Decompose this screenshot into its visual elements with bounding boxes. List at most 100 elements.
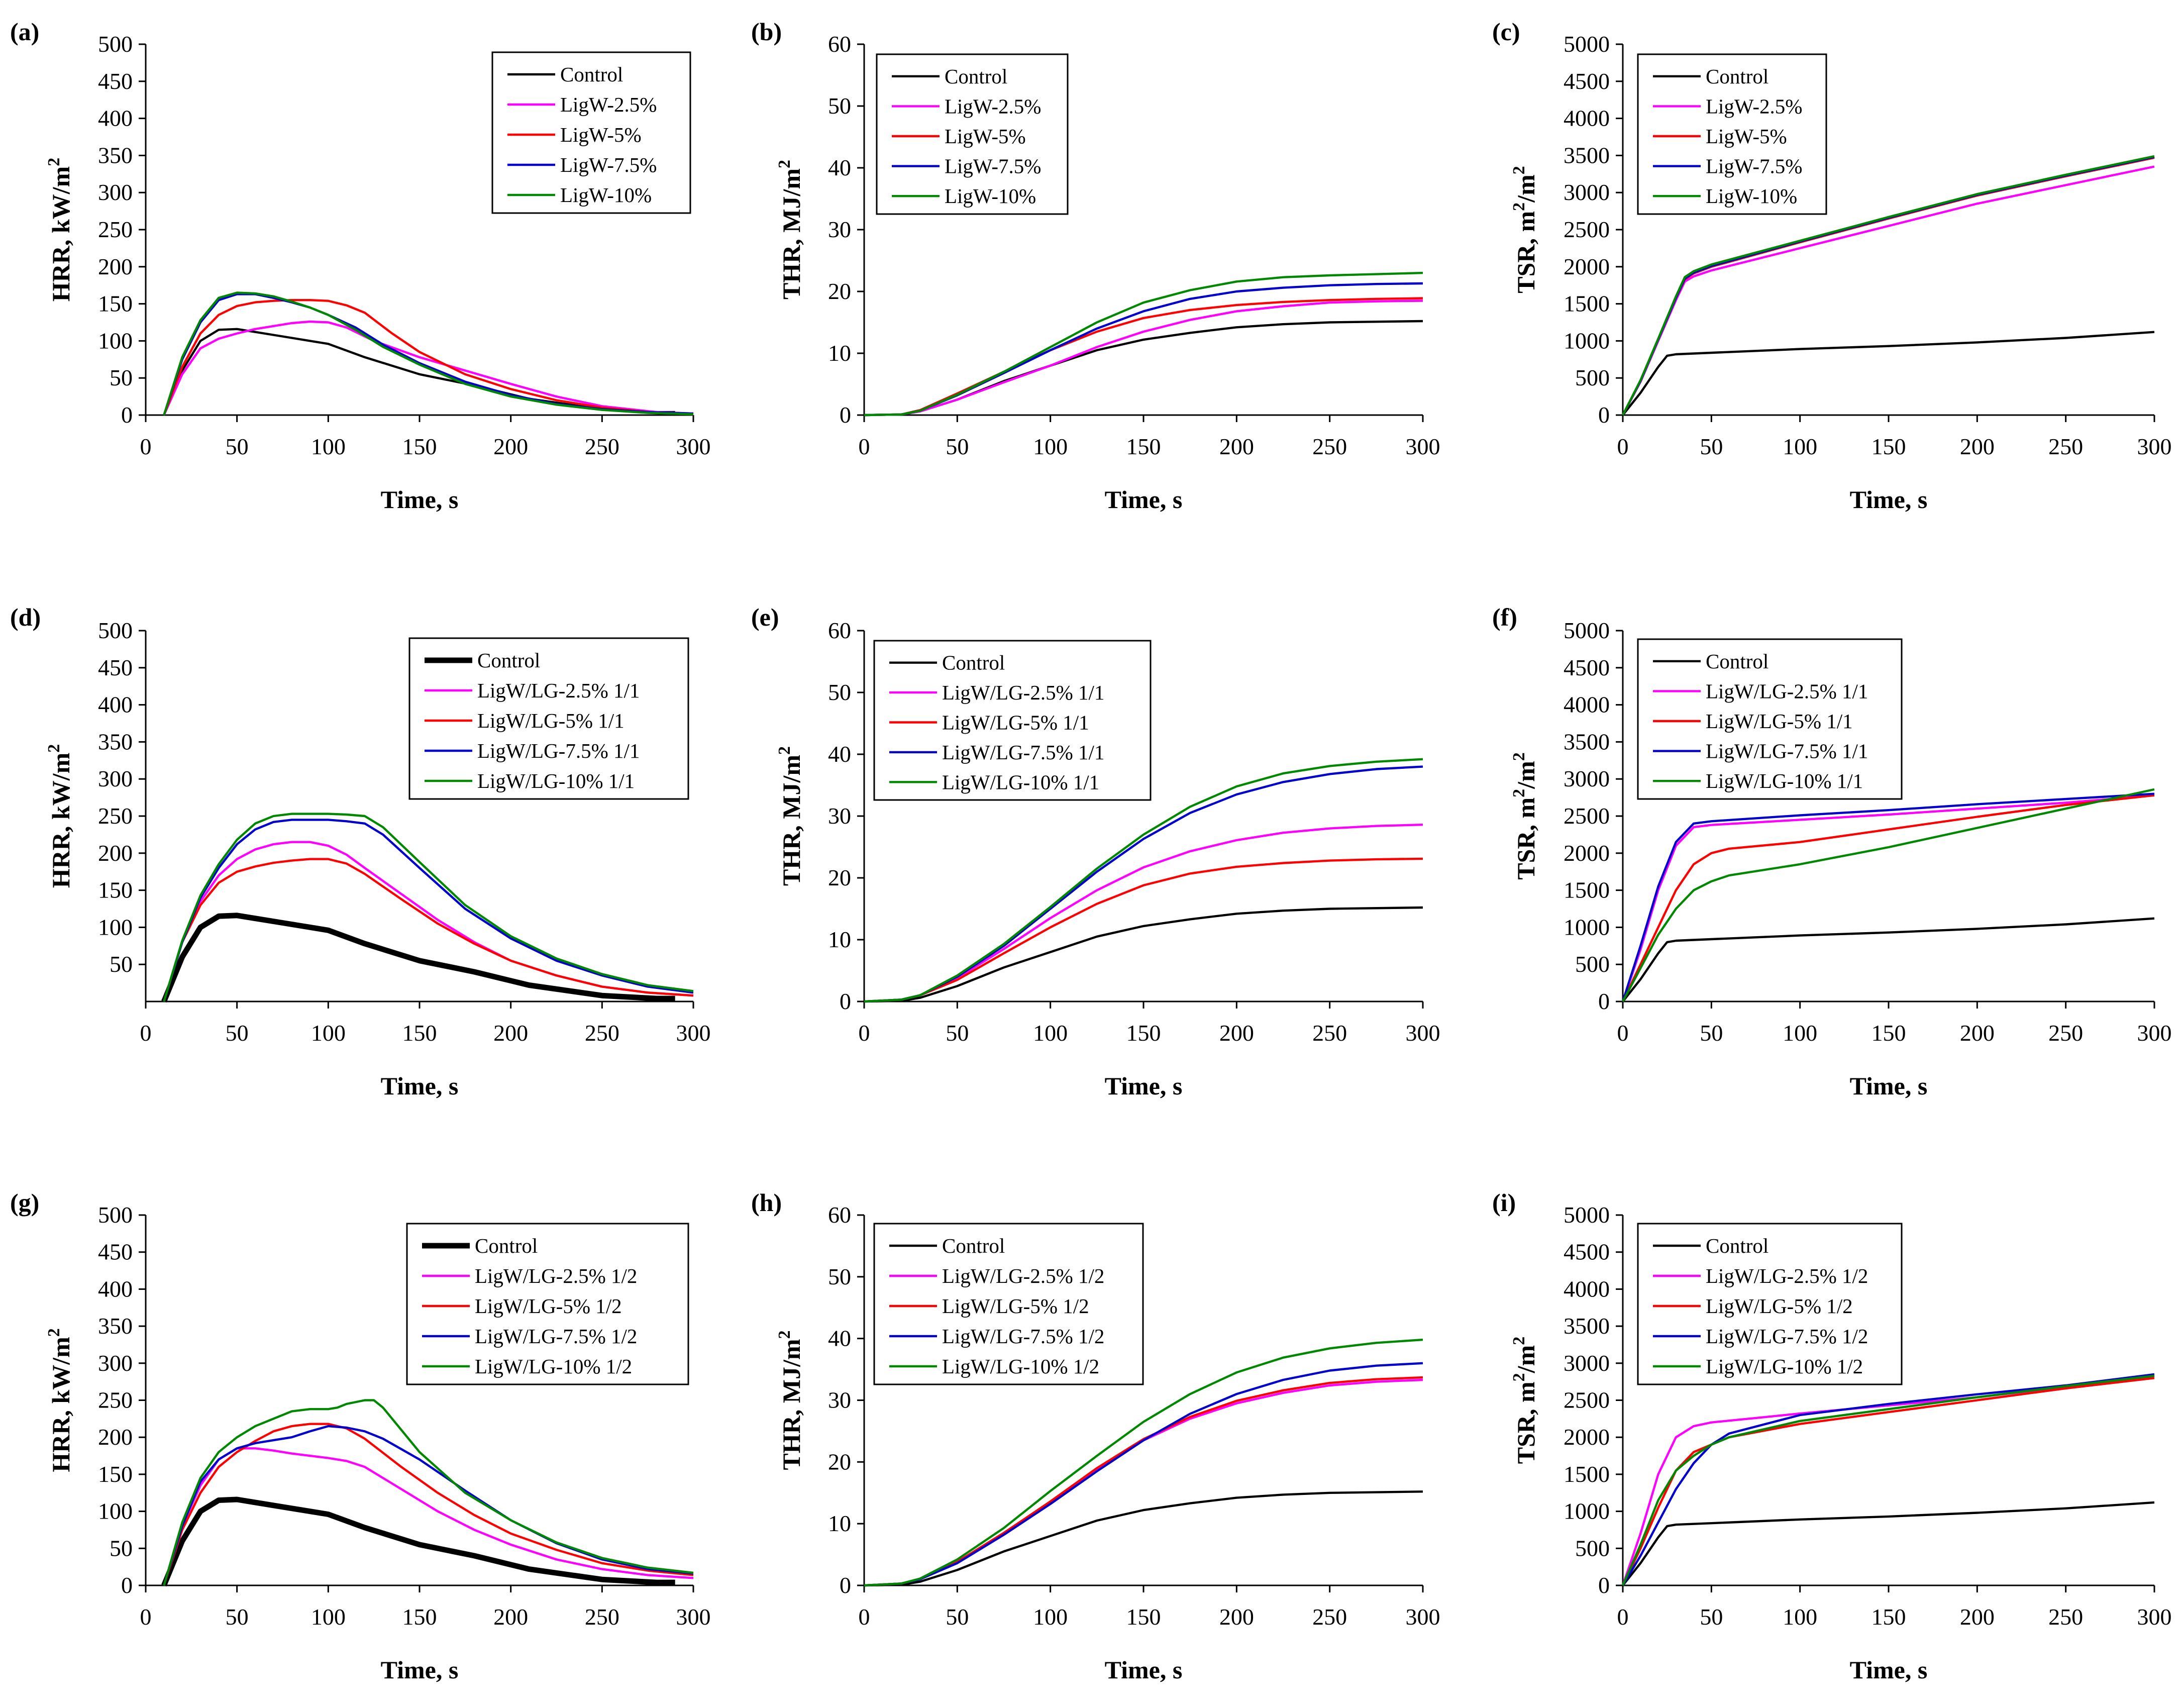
panel-label: (e) [751, 603, 779, 631]
x-tick-label: 50 [946, 1604, 969, 1630]
y-tick-label: 500 [98, 31, 133, 57]
y-tick-label: 450 [98, 1239, 133, 1265]
y-tick-label: 250 [98, 803, 133, 829]
series-line-5 [163, 1399, 694, 1586]
y-axis-title: HRR, kW/m2 [45, 744, 75, 888]
y-tick-label: 1500 [1564, 291, 1610, 317]
x-axis-title: Time, s [1850, 1656, 1928, 1684]
y-tick-label: 50 [110, 951, 133, 977]
y-tick-label: 2000 [1564, 1424, 1610, 1450]
y-tick-label: 0 [840, 1572, 851, 1598]
legend-label: Control [942, 1234, 1005, 1257]
y-tick-label: 1500 [1564, 877, 1610, 903]
series-line-5 [1621, 1374, 2155, 1586]
y-tick-label: 4500 [1564, 68, 1610, 94]
legend-label: LigW-7.5% [1706, 155, 1802, 178]
series-line-5 [163, 813, 694, 1002]
panel-label: (i) [1492, 1188, 1516, 1217]
legend-label: LigW-10% [1706, 184, 1797, 208]
x-tick-label: 0 [1617, 1604, 1629, 1630]
series-line-3 [1622, 794, 2155, 1002]
x-tick-label: 250 [585, 1604, 619, 1630]
series-line-1 [1622, 331, 2155, 416]
legend-label: Control [945, 65, 1007, 88]
y-tick-label: 100 [98, 914, 133, 940]
legend-label: LigW/LG-5% 1/1 [942, 711, 1089, 734]
y-axis-title: TSR, m2/m2 [1510, 752, 1540, 879]
legend-label: Control [475, 1234, 538, 1257]
y-tick-label: 200 [98, 254, 133, 279]
x-axis-title: Time, s [1105, 1072, 1183, 1100]
legend-label: LigW-5% [945, 125, 1026, 148]
y-tick-label: 60 [828, 1202, 851, 1228]
series-line-3 [163, 299, 694, 416]
series-line-5 [864, 1338, 1423, 1587]
x-tick-label: 150 [1871, 1020, 1906, 1046]
x-tick-label: 150 [1126, 1020, 1161, 1046]
x-tick-label: 150 [1871, 1604, 1906, 1630]
y-tick-label: 400 [98, 106, 133, 131]
y-tick-label: 200 [98, 1424, 133, 1450]
y-tick-label: 4500 [1564, 655, 1610, 680]
x-tick-label: 250 [2048, 1020, 2083, 1046]
x-tick-label: 0 [140, 1604, 152, 1630]
y-axis-title: THR, MJ/m2 [775, 746, 805, 886]
y-tick-label: 2500 [1564, 803, 1610, 829]
x-tick-label: 0 [1617, 434, 1629, 459]
legend-label: LigW-7.5% [560, 153, 657, 176]
x-tick-label: 100 [1783, 1604, 1817, 1630]
y-tick-label: 40 [828, 155, 851, 180]
x-tick-label: 300 [1406, 1604, 1440, 1630]
series-line-2 [1621, 1374, 2155, 1586]
legend-label: LigW-10% [945, 184, 1036, 208]
x-tick-label: 300 [676, 1604, 711, 1630]
legend-box [1637, 53, 1827, 215]
legend-label: LigW/LG-5% 1/1 [1706, 710, 1853, 733]
x-tick-label: 150 [1126, 1604, 1161, 1630]
x-tick-label: 300 [2137, 1604, 2172, 1630]
y-tick-label: 50 [828, 1264, 851, 1289]
y-tick-label: 3500 [1564, 142, 1610, 168]
x-axis-title: Time, s [1850, 1072, 1928, 1100]
y-tick-label: 0 [121, 1572, 133, 1598]
legend-label: LigW-10% [560, 183, 652, 207]
y-tick-label: 450 [98, 655, 133, 680]
series-line-5 [1622, 788, 2155, 1002]
legend-label: LigW/LG-2.5% 1/2 [942, 1264, 1104, 1287]
y-tick-label: 10 [828, 340, 851, 366]
x-tick-label: 300 [1406, 434, 1440, 459]
y-tick-label: 5000 [1564, 1202, 1610, 1228]
y-tick-label: 300 [98, 766, 133, 791]
x-tick-label: 0 [140, 1020, 152, 1046]
legend-label: LigW/LG-10% 1/1 [942, 770, 1099, 793]
y-axis-title: HRR, kW/m2 [45, 1328, 75, 1472]
y-tick-label: 40 [828, 741, 851, 767]
x-tick-label: 0 [140, 434, 152, 459]
legend: Control LigW/LG-2.5% 1/1 LigW/LG-5% 1/1 Lig… [1637, 638, 1903, 800]
series-line-5 [864, 758, 1423, 1003]
panel-b: (b) 0 50 100 150 200 250 300 0 10 20 30 40 50 60 Time, … [751, 18, 1440, 514]
panel-label: (a) [10, 18, 39, 46]
y-tick-label: 10 [828, 1511, 851, 1536]
legend-label: LigW/LG-2.5% 1/2 [475, 1264, 637, 1287]
legend-label: Control [1706, 1234, 1769, 1257]
legend-label: LigW/LG-10% 1/2 [942, 1355, 1099, 1378]
legend-label: LigW/LG-2.5% 1/2 [1706, 1264, 1868, 1287]
y-tick-label: 3500 [1564, 729, 1610, 754]
y-tick-label: 200 [98, 840, 133, 866]
y-tick-label: 30 [828, 217, 851, 242]
series-line-4 [1621, 792, 2155, 1002]
y-axis-title: TSR, m2/m2 [1510, 166, 1540, 293]
x-axis-title: Time, s [1105, 485, 1183, 514]
legend: Control LigW/LG-2.5% 1/1 LigW/LG-5% 1/1 Lig… [408, 637, 689, 800]
y-tick-label: 5000 [1564, 31, 1610, 57]
x-tick-label: 100 [1033, 1020, 1068, 1046]
x-tick-label: 50 [226, 1604, 249, 1630]
legend: Control LigW/LG-2.5% 1/2 LigW/LG-5% 1/2 Lig… [406, 1223, 689, 1385]
x-tick-label: 100 [1783, 1020, 1817, 1046]
series-line-4 [163, 293, 694, 416]
x-tick-label: 0 [859, 1020, 870, 1046]
legend: Control LigW-2.5% LigW-5% LigW-7.5% LigW-10% [876, 53, 1069, 215]
panel-label: (b) [751, 18, 782, 46]
x-tick-label: 100 [1033, 434, 1068, 459]
